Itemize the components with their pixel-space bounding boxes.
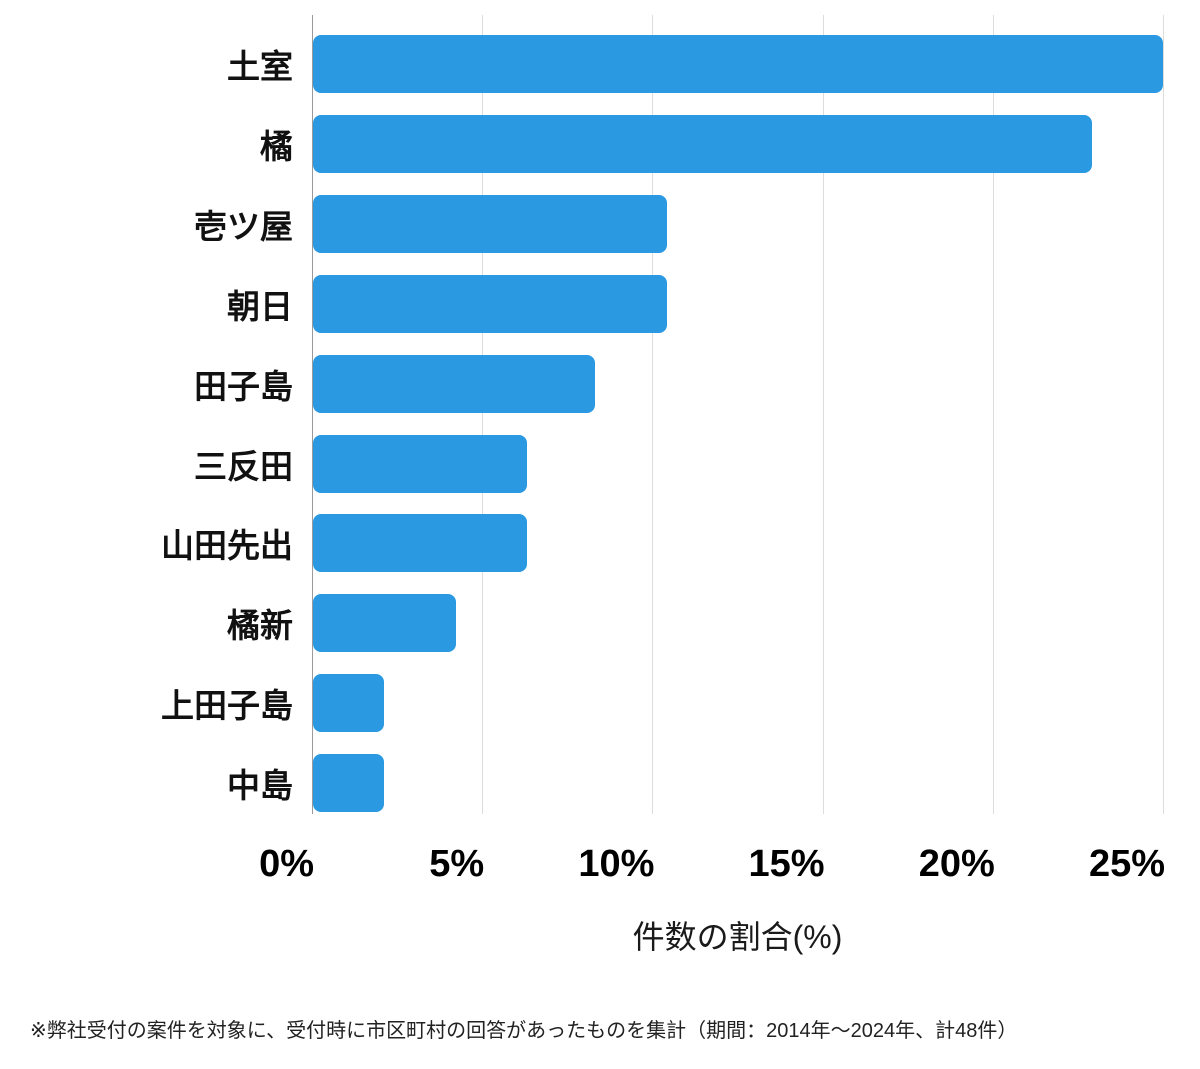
gridline — [992, 15, 994, 814]
bar — [313, 514, 528, 573]
bar — [313, 434, 528, 493]
category-label: 橘 — [260, 127, 293, 165]
category-label: 土室 — [227, 48, 293, 85]
plot-area — [312, 15, 1164, 814]
bar — [313, 194, 667, 253]
bar — [313, 354, 596, 413]
gridline — [652, 15, 654, 814]
x-tick-label: 25% — [1088, 843, 1165, 885]
category-label: 壱ツ屋 — [194, 207, 293, 245]
gridline — [482, 15, 484, 814]
x-tick-label: 20% — [918, 843, 995, 885]
category-label: 中島 — [227, 767, 293, 805]
category-label: 朝日 — [227, 287, 293, 325]
x-tick-label: 5% — [429, 843, 485, 885]
bar — [313, 674, 385, 733]
gridline — [1163, 15, 1164, 814]
bar — [313, 754, 385, 813]
category-label: 橘新 — [227, 607, 293, 645]
bar — [313, 274, 667, 333]
gridline — [822, 15, 824, 814]
bar — [313, 114, 1092, 173]
x-tick-label: 0% — [259, 843, 314, 885]
x-tick-label: 10% — [578, 843, 655, 885]
category-label: 山田先出 — [161, 527, 293, 565]
x-axis-title: 件数の割合(%) — [632, 919, 843, 955]
category-label: 田子島 — [194, 367, 293, 405]
category-label: 三反田 — [194, 447, 293, 485]
bar — [313, 35, 1163, 93]
chart-footnote: ※弊社受付の案件を対象に、受付時に市区町村の回答があったものを集計（期間：201… — [30, 1020, 1018, 1042]
category-label: 上田子島 — [161, 687, 293, 725]
x-tick-label: 15% — [748, 843, 825, 885]
bar — [313, 594, 456, 653]
